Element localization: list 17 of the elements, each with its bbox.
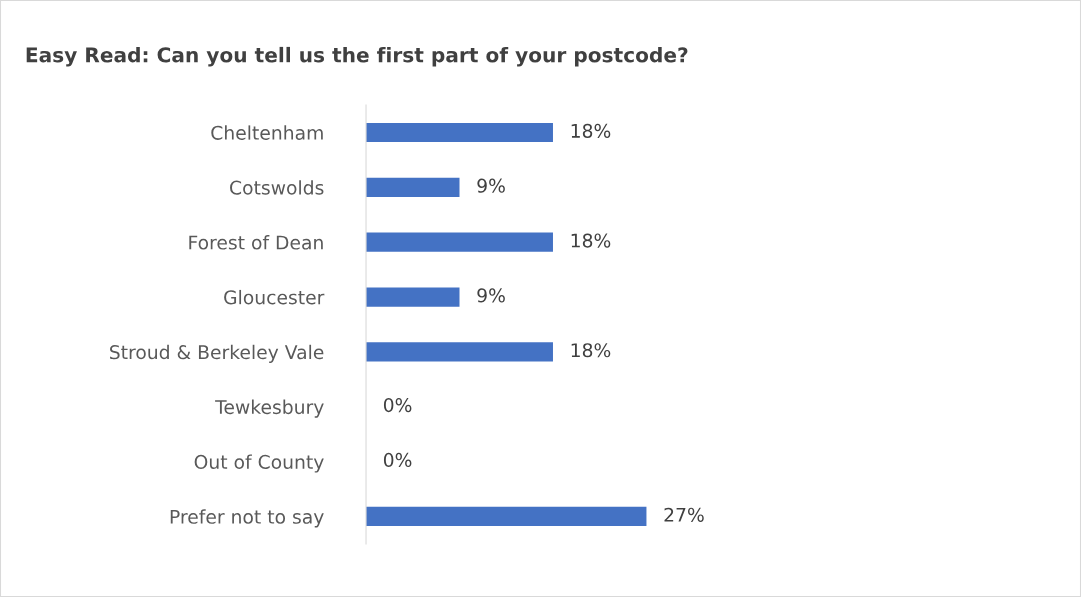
y-tick-label: Forest of Dean xyxy=(189,235,323,250)
data-label: 0% xyxy=(383,452,412,468)
data-label: 9% xyxy=(477,178,505,193)
y-tick-label: Cheltenham xyxy=(211,125,323,140)
y-tick-label: Out of County xyxy=(194,454,324,473)
chart-title: Easy Read: Can you tell us the first part of your postcode? xyxy=(26,46,688,67)
data-label: 27% xyxy=(664,507,704,522)
y-tick-label: Prefer not to say xyxy=(170,509,324,528)
y-tick-label: Gloucester xyxy=(224,289,325,305)
y-tick-label: Tewkesbury xyxy=(215,399,324,418)
data-label: 18% xyxy=(571,233,611,248)
y-tick-label: Stroud & Berkeley Vale xyxy=(110,344,324,363)
data-label: 9% xyxy=(477,288,505,303)
data-label: 0% xyxy=(383,398,412,413)
data-label: 18% xyxy=(571,343,611,358)
data-label: 18% xyxy=(571,123,611,138)
y-tick-label: Cotswolds xyxy=(230,180,324,195)
